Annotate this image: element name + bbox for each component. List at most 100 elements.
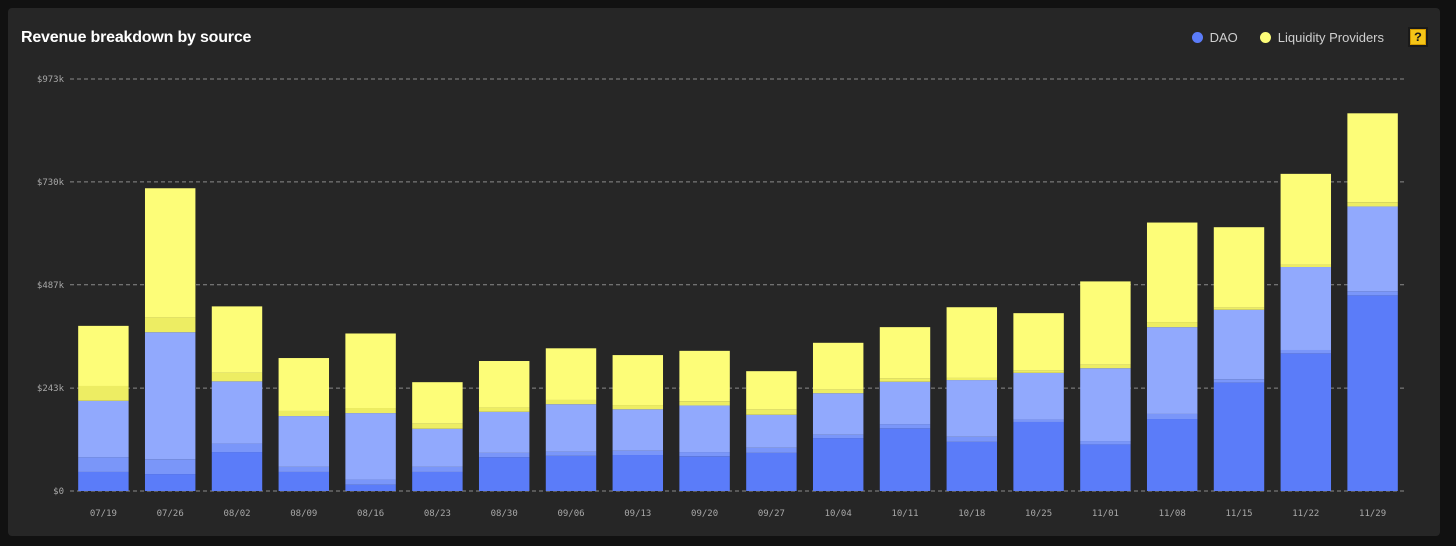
bar-segment[interactable]: [812, 389, 864, 394]
bar-segment[interactable]: [345, 408, 396, 414]
legend-item-liquidity-providers[interactable]: Liquidity Providers: [1259, 30, 1384, 45]
bar-segment[interactable]: [1013, 421, 1064, 491]
bar-stack[interactable]: [946, 307, 998, 491]
bar-segment[interactable]: [278, 410, 330, 417]
bar-segment[interactable]: [1146, 322, 1198, 328]
bar-stack[interactable]: [1280, 173, 1332, 491]
bar-stack[interactable]: [1146, 222, 1198, 491]
bar-segment[interactable]: [78, 325, 129, 386]
bar-stack[interactable]: [144, 188, 196, 491]
bar-segment[interactable]: [211, 372, 263, 382]
bar-segment[interactable]: [679, 405, 730, 453]
bar-segment[interactable]: [1146, 419, 1198, 491]
bar-segment[interactable]: [879, 327, 931, 379]
bar-segment[interactable]: [812, 434, 864, 439]
bar-segment[interactable]: [1013, 370, 1064, 373]
bar-segment[interactable]: [478, 452, 530, 458]
bar-segment[interactable]: [345, 484, 396, 491]
bar-segment[interactable]: [1347, 291, 1398, 296]
bar-segment[interactable]: [1146, 413, 1198, 420]
bar-stack[interactable]: [211, 306, 263, 491]
bar-segment[interactable]: [746, 414, 797, 448]
bar-segment[interactable]: [211, 443, 263, 453]
bar-segment[interactable]: [345, 413, 396, 480]
bar-segment[interactable]: [612, 405, 664, 410]
bar-segment[interactable]: [612, 355, 664, 406]
bar-segment[interactable]: [78, 471, 129, 491]
bar-segment[interactable]: [1013, 372, 1064, 420]
bar-stack[interactable]: [679, 350, 730, 491]
bar-segment[interactable]: [478, 457, 530, 491]
bar-segment[interactable]: [746, 447, 797, 453]
bar-segment[interactable]: [211, 452, 263, 491]
bar-stack[interactable]: [612, 355, 664, 491]
bar-segment[interactable]: [1146, 222, 1198, 323]
bar-segment[interactable]: [144, 459, 196, 475]
bar-segment[interactable]: [211, 306, 263, 373]
bar-stack[interactable]: [812, 342, 864, 491]
bar-stack[interactable]: [879, 327, 931, 491]
bar-segment[interactable]: [879, 378, 931, 382]
bar-segment[interactable]: [412, 428, 463, 467]
bar-segment[interactable]: [746, 371, 797, 410]
bar-segment[interactable]: [545, 399, 597, 405]
bar-segment[interactable]: [478, 361, 530, 408]
bar-segment[interactable]: [144, 188, 196, 318]
bar-segment[interactable]: [1013, 313, 1064, 371]
bar-segment[interactable]: [412, 382, 463, 424]
bar-segment[interactable]: [144, 332, 196, 460]
bar-stack[interactable]: [1347, 113, 1398, 491]
bar-segment[interactable]: [679, 401, 730, 406]
legend-item-dao[interactable]: DAO: [1191, 30, 1238, 45]
bar-stack[interactable]: [78, 325, 129, 491]
bar-segment[interactable]: [1280, 267, 1332, 350]
bar-segment[interactable]: [612, 455, 664, 491]
bar-stack[interactable]: [1013, 313, 1064, 491]
bar-segment[interactable]: [278, 358, 330, 411]
bar-segment[interactable]: [545, 404, 597, 452]
bar-segment[interactable]: [1347, 206, 1398, 292]
bar-stack[interactable]: [478, 361, 530, 491]
bar-segment[interactable]: [679, 452, 730, 457]
question-block-icon[interactable]: ?: [1408, 27, 1428, 47]
bar-segment[interactable]: [679, 456, 730, 491]
bar-segment[interactable]: [278, 466, 330, 472]
bar-segment[interactable]: [412, 423, 463, 429]
bar-segment[interactable]: [1280, 173, 1332, 265]
bar-segment[interactable]: [478, 411, 530, 453]
bar-segment[interactable]: [345, 333, 396, 409]
bar-segment[interactable]: [1213, 227, 1265, 308]
bar-segment[interactable]: [746, 452, 797, 491]
bar-stack[interactable]: [345, 333, 396, 491]
bar-stack[interactable]: [412, 382, 463, 491]
bar-segment[interactable]: [946, 441, 998, 491]
bar-segment[interactable]: [879, 424, 931, 429]
bar-segment[interactable]: [545, 451, 597, 456]
bar-segment[interactable]: [412, 466, 463, 472]
bar-stack[interactable]: [545, 348, 597, 491]
bar-segment[interactable]: [812, 393, 864, 435]
bar-segment[interactable]: [1213, 309, 1265, 380]
bar-segment[interactable]: [812, 342, 864, 390]
bar-segment[interactable]: [1080, 281, 1131, 365]
bar-stack[interactable]: [278, 358, 330, 491]
bar-segment[interactable]: [1347, 295, 1398, 491]
bar-segment[interactable]: [946, 377, 998, 381]
bar-segment[interactable]: [78, 385, 129, 401]
bar-segment[interactable]: [946, 307, 998, 378]
bar-segment[interactable]: [879, 381, 931, 425]
bar-segment[interactable]: [1080, 364, 1131, 369]
bar-segment[interactable]: [1280, 349, 1332, 354]
bar-segment[interactable]: [211, 381, 263, 444]
bar-segment[interactable]: [879, 428, 931, 491]
bar-segment[interactable]: [78, 457, 129, 472]
bar-stack[interactable]: [1213, 227, 1265, 491]
bar-segment[interactable]: [345, 479, 396, 485]
bar-segment[interactable]: [144, 317, 196, 333]
bar-segment[interactable]: [612, 450, 664, 456]
bar-segment[interactable]: [1080, 441, 1131, 445]
bar-segment[interactable]: [545, 348, 597, 400]
bar-segment[interactable]: [1213, 307, 1265, 310]
bar-segment[interactable]: [78, 400, 129, 458]
bar-segment[interactable]: [1347, 202, 1398, 207]
